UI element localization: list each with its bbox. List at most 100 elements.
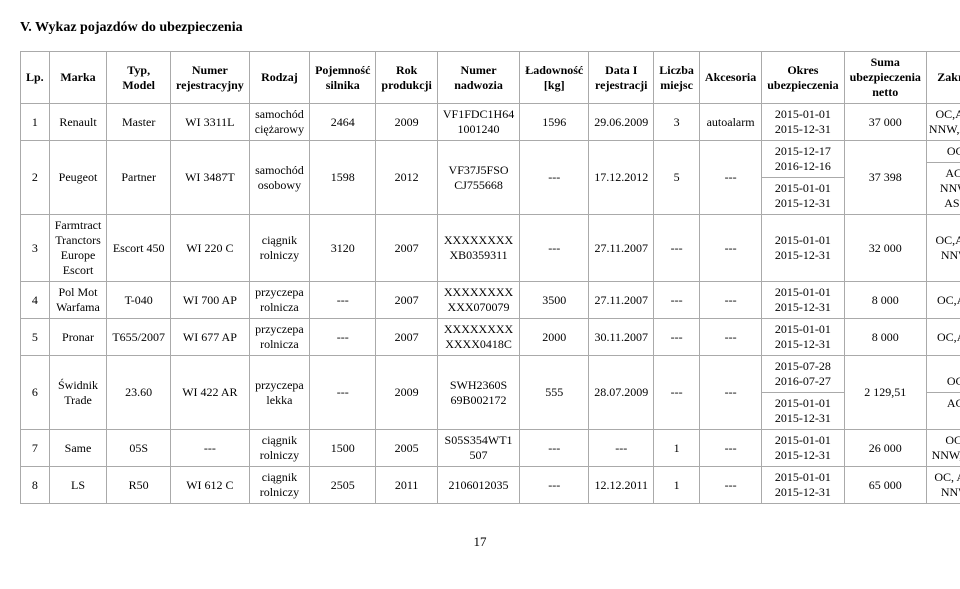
cell-data_rejestracji: 12.12.2011 (589, 467, 654, 504)
cell-numer_nadwozia: XXXXXXXXXXXX0418C (437, 319, 519, 356)
cell-suma: 65 000 (844, 467, 926, 504)
cell-zakres: OC,AC,NNW (926, 215, 960, 282)
cell-data_rejestracji: 17.12.2012 (589, 141, 654, 215)
cell-liczba_miejsc: 1 (654, 430, 700, 467)
cell-numer_nadwozia: S05S354WT1507 (437, 430, 519, 467)
cell-data_rejestracji: --- (589, 430, 654, 467)
table-header-row: Lp. Marka Typ,Model Numerrejestracyjny R… (21, 52, 960, 104)
cell-ladownosc: 2000 (520, 319, 589, 356)
cell-marka: Pol MotWarfama (49, 282, 107, 319)
cell-rodzaj: przyczepalekka (249, 356, 309, 430)
cell-akcesoria: --- (699, 319, 761, 356)
cell-pojemnosc: --- (310, 356, 376, 430)
cell-marka: Renault (49, 104, 107, 141)
cell-marka: LS (49, 467, 107, 504)
cell-suma: 26 000 (844, 430, 926, 467)
table-row: 1RenaultMasterWI 3311Lsamochódciężarowy2… (21, 104, 960, 141)
cell-lp: 4 (21, 282, 50, 319)
cell-ladownosc: --- (520, 467, 589, 504)
cell-pojemnosc: 2505 (310, 467, 376, 504)
cell-rodzaj: ciągnikrolniczy (249, 215, 309, 282)
cell-rok: 2007 (376, 282, 437, 319)
cell-numer_nadwozia: XXXXXXXXXB0359311 (437, 215, 519, 282)
col-lp: Lp. (21, 52, 50, 104)
cell-rodzaj: ciągnikrolniczy (249, 430, 309, 467)
cell-suma: 2 129,51 (844, 356, 926, 430)
section-title: V. Wykaz pojazdów do ubezpieczenia (20, 20, 940, 36)
cell-suma: 8 000 (844, 282, 926, 319)
cell-ladownosc: --- (520, 215, 589, 282)
cell-marka: Same (49, 430, 107, 467)
col-ladownosc: Ładowność[kg] (520, 52, 589, 104)
cell-suma: 32 000 (844, 215, 926, 282)
cell-pojemnosc: 2464 (310, 104, 376, 141)
cell-zakres: OCAC (926, 356, 960, 430)
col-suma: Sumaubezpieczenianetto (844, 52, 926, 104)
cell-okres: 2015-01-012015-12-31 (762, 319, 844, 356)
table-row: 8LSR50WI 612 Cciągnikrolniczy25052011210… (21, 467, 960, 504)
table-row: 3FarmtractTranctorsEuropeEscortEscort 45… (21, 215, 960, 282)
cell-ladownosc: 555 (520, 356, 589, 430)
cell-ladownosc: --- (520, 430, 589, 467)
cell-okres: 2015-12-172016-12-162015-01-012015-12-31 (762, 141, 844, 215)
col-numer-nadwozia: Numernadwozia (437, 52, 519, 104)
cell-akcesoria: autoalarm (699, 104, 761, 141)
cell-typ_model: R50 (107, 467, 171, 504)
cell-numer_rejestracyjny: --- (171, 430, 250, 467)
col-marka: Marka (49, 52, 107, 104)
cell-okres: 2015-01-012015-12-31 (762, 215, 844, 282)
cell-typ_model: T-040 (107, 282, 171, 319)
col-typ-model: Typ,Model (107, 52, 171, 104)
vehicles-table: Lp. Marka Typ,Model Numerrejestracyjny R… (20, 51, 960, 504)
cell-data_rejestracji: 30.11.2007 (589, 319, 654, 356)
table-row: 4Pol MotWarfamaT-040WI 700 APprzyczeparo… (21, 282, 960, 319)
cell-rok: 2011 (376, 467, 437, 504)
cell-okres: 2015-07-282016-07-272015-01-012015-12-31 (762, 356, 844, 430)
col-akcesoria: Akcesoria (699, 52, 761, 104)
cell-marka: FarmtractTranctorsEuropeEscort (49, 215, 107, 282)
cell-zakres: OC,AC,NNW,ASS (926, 104, 960, 141)
cell-marka: Pronar (49, 319, 107, 356)
cell-data_rejestracji: 28.07.2009 (589, 356, 654, 430)
cell-numer_rejestracyjny: WI 3311L (171, 104, 250, 141)
cell-lp: 3 (21, 215, 50, 282)
cell-pojemnosc: --- (310, 319, 376, 356)
cell-numer_nadwozia: XXXXXXXXXXX070079 (437, 282, 519, 319)
page-number: 17 (20, 534, 940, 550)
cell-liczba_miejsc: 1 (654, 467, 700, 504)
cell-numer_rejestracyjny: WI 612 C (171, 467, 250, 504)
cell-data_rejestracji: 27.11.2007 (589, 215, 654, 282)
cell-numer_nadwozia: 2106012035 (437, 467, 519, 504)
cell-rodzaj: samochódosobowy (249, 141, 309, 215)
cell-liczba_miejsc: --- (654, 282, 700, 319)
cell-rok: 2005 (376, 430, 437, 467)
cell-akcesoria: --- (699, 467, 761, 504)
cell-numer_rejestracyjny: WI 220 C (171, 215, 250, 282)
cell-typ_model: 23.60 (107, 356, 171, 430)
cell-typ_model: 05S (107, 430, 171, 467)
cell-typ_model: Escort 450 (107, 215, 171, 282)
col-rok: Rokprodukcji (376, 52, 437, 104)
cell-lp: 2 (21, 141, 50, 215)
cell-okres: 2015-01-012015-12-31 (762, 467, 844, 504)
cell-zakres: OC, AC,NNW (926, 467, 960, 504)
cell-okres: 2015-01-012015-12-31 (762, 104, 844, 141)
cell-liczba_miejsc: --- (654, 319, 700, 356)
cell-rok: 2007 (376, 215, 437, 282)
cell-rodzaj: przyczeparolnicza (249, 282, 309, 319)
cell-okres: 2015-01-012015-12-31 (762, 430, 844, 467)
cell-akcesoria: --- (699, 430, 761, 467)
cell-rok: 2009 (376, 356, 437, 430)
cell-marka: ŚwidnikTrade (49, 356, 107, 430)
cell-liczba_miejsc: 3 (654, 104, 700, 141)
cell-lp: 5 (21, 319, 50, 356)
cell-typ_model: Master (107, 104, 171, 141)
cell-numer_nadwozia: VF37J5FSOCJ755668 (437, 141, 519, 215)
col-okres: Okresubezpieczenia (762, 52, 844, 104)
table-row: 7Same05S---ciągnikrolniczy15002005S05S35… (21, 430, 960, 467)
cell-ladownosc: 3500 (520, 282, 589, 319)
cell-rodzaj: samochódciężarowy (249, 104, 309, 141)
cell-suma: 37 398 (844, 141, 926, 215)
cell-lp: 6 (21, 356, 50, 430)
cell-numer_rejestracyjny: WI 700 AP (171, 282, 250, 319)
